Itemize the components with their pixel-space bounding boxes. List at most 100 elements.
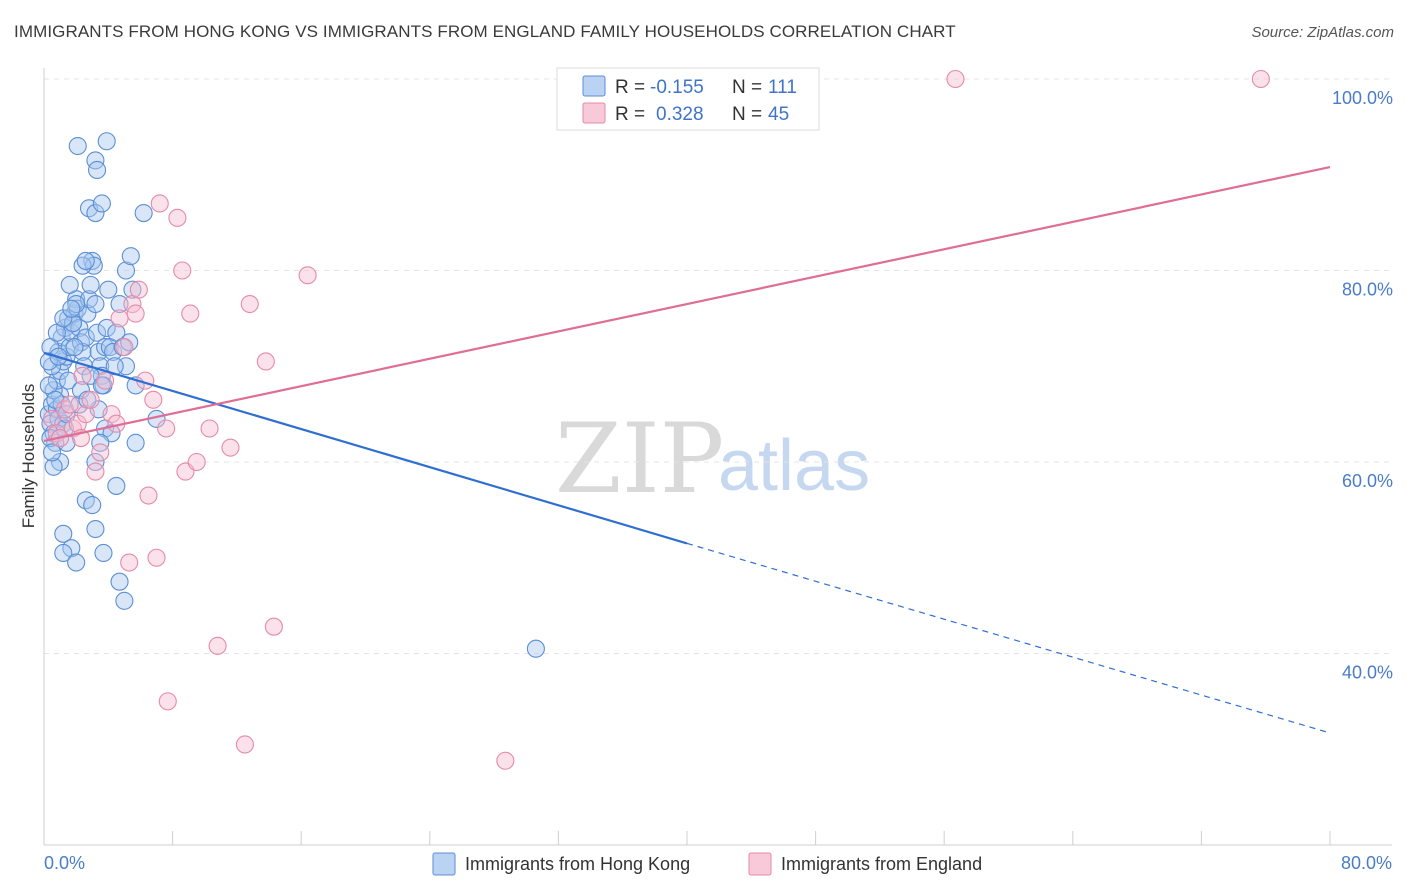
point-england (240, 294, 259, 314)
y-tick-label: 80.0% (1342, 280, 1393, 300)
point-hong-kong (94, 543, 113, 563)
trend-line-hong-kong-extrapolated (686, 542, 1331, 734)
point-hong-kong (126, 433, 145, 452)
legend-r-label-en: R = (615, 104, 645, 125)
point-hong-kong (110, 572, 129, 591)
point-england (221, 438, 240, 457)
point-hong-kong (97, 318, 116, 338)
point-hong-kong (91, 433, 110, 452)
point-england (157, 419, 176, 438)
point-england (60, 395, 79, 414)
point-england (158, 692, 177, 711)
y-tick-labels: 40.0% 60.0% 80.0% 100.0% (1332, 88, 1393, 683)
point-england (139, 486, 158, 505)
point-england (298, 266, 317, 285)
legend-n-label-hk: N = (732, 77, 762, 98)
point-hong-kong (39, 352, 58, 371)
point-england (208, 636, 227, 655)
point-hong-kong (67, 294, 86, 314)
point-hong-kong (46, 390, 65, 409)
bottom-legend-label-england: Immigrants from England (781, 854, 982, 874)
point-england (73, 366, 92, 385)
series-hong-kong-points (39, 132, 545, 658)
point-england (42, 409, 62, 428)
point-hong-kong (83, 496, 102, 515)
point-hong-kong (92, 376, 111, 395)
point-england (181, 304, 200, 323)
trend-line-hong-kong (43, 351, 688, 545)
point-hong-kong (65, 304, 84, 323)
point-hong-kong (59, 371, 78, 390)
legend-r-label-hk: R = (615, 77, 645, 98)
point-england (946, 69, 965, 89)
point-hong-kong (63, 314, 82, 333)
point-england (496, 751, 515, 770)
legend-n-label-en: N = (732, 104, 762, 125)
point-hong-kong (110, 294, 129, 314)
source-credit: Source: ZipAtlas.com (1251, 24, 1394, 41)
legend-swatch-hong-kong (582, 75, 606, 97)
legend-n-value-en: 45 (768, 104, 789, 125)
point-hong-kong (86, 204, 105, 223)
point-hong-kong (68, 136, 87, 156)
point-england (144, 390, 163, 409)
point-hong-kong (116, 261, 136, 280)
series-legend: Immigrants from Hong Kong Immigrants fro… (432, 852, 982, 876)
point-england (147, 548, 166, 567)
point-england (86, 462, 105, 481)
chart-title: IMMIGRANTS FROM HONG KONG VS IMMIGRANTS … (14, 22, 956, 41)
point-hong-kong (86, 294, 105, 314)
point-hong-kong (86, 519, 105, 539)
point-hong-kong (526, 639, 545, 658)
series-england-points (42, 69, 1270, 770)
point-hong-kong (67, 553, 86, 572)
point-england (110, 309, 129, 328)
bottom-legend-swatch-hong-kong (432, 852, 456, 876)
point-england (81, 390, 100, 409)
legend-n-value-hk: 111 (768, 77, 797, 98)
point-england (235, 735, 254, 754)
point-england (55, 400, 74, 419)
point-england (76, 405, 95, 424)
y-tick-label: 60.0% (1342, 471, 1393, 491)
point-hong-kong (62, 299, 81, 318)
point-hong-kong (99, 280, 118, 299)
point-england (168, 208, 187, 227)
point-england (120, 553, 139, 572)
point-england (173, 261, 192, 280)
watermark: ZIP atlas (555, 403, 870, 515)
point-hong-kong (54, 543, 73, 563)
point-hong-kong (54, 524, 73, 543)
point-hong-kong (123, 280, 142, 299)
point-hong-kong (107, 476, 126, 495)
point-hong-kong (86, 151, 105, 170)
x-ticks (43, 831, 1331, 845)
point-hong-kong (87, 160, 107, 180)
gridlines (44, 78, 1392, 654)
point-england (115, 338, 134, 357)
point-hong-kong (115, 591, 134, 610)
point-hong-kong (97, 132, 116, 151)
point-england (96, 371, 115, 390)
point-england (102, 405, 121, 424)
point-hong-kong (44, 457, 63, 476)
watermark-atlas: atlas (718, 426, 870, 506)
point-hong-kong (42, 443, 62, 462)
point-england (187, 452, 206, 472)
point-hong-kong (76, 251, 95, 270)
point-hong-kong (121, 247, 140, 266)
y-tick-label: 100.0% (1332, 88, 1393, 108)
point-hong-kong (120, 333, 139, 352)
point-england (256, 352, 275, 371)
point-hong-kong (134, 204, 153, 223)
point-hong-kong (44, 381, 63, 400)
point-hong-kong (73, 256, 92, 275)
point-england (150, 194, 169, 213)
point-england (264, 617, 283, 636)
x-tick-label-max: 80.0% (1341, 853, 1392, 873)
x-tick-label-min: 0.0% (44, 853, 85, 873)
legend-r-value-hk: -0.155 (650, 77, 704, 98)
point-england (91, 443, 110, 462)
point-england (129, 280, 148, 299)
